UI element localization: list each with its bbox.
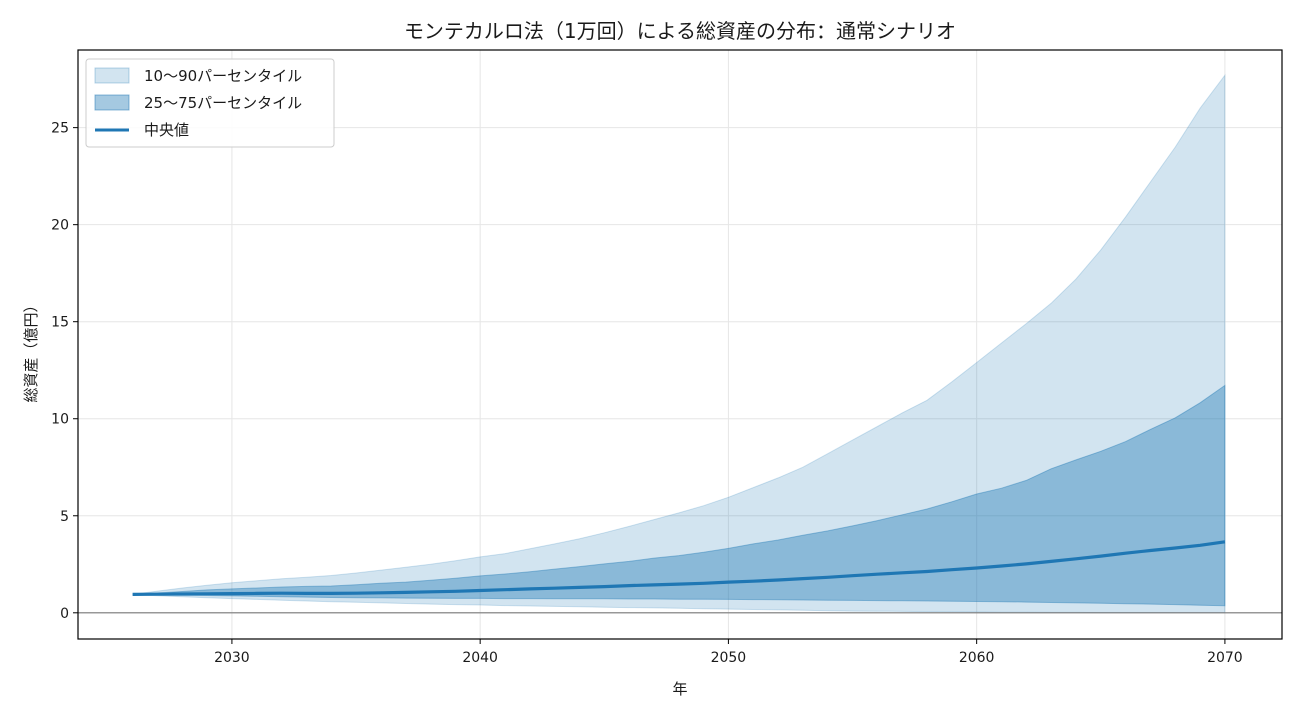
legend-box (85, 58, 335, 148)
x-tick-label-2070: 2070 (1207, 650, 1243, 666)
legend-swatch-band-10-90 (94, 67, 130, 84)
x-tick-label-2060: 2060 (959, 650, 995, 666)
y-tick-label-25: 25 (51, 121, 69, 137)
legend: 10〜90パーセンタイル 25〜75パーセンタイル 中央値 (85, 58, 335, 148)
plot-frame (77, 49, 1283, 640)
y-tick-label-10: 10 (51, 412, 69, 428)
band-area-0 (132, 73, 1226, 614)
band-area-1 (132, 384, 1226, 607)
y-axis-label: 総資産（億円） (22, 297, 40, 402)
legend-label-median: 中央値 (144, 121, 189, 139)
chart-title: モンテカルロ法（1万回）による総資産の分布：通常シナリオ (404, 19, 956, 43)
x-axis-label: 年 (672, 680, 687, 698)
y-tick-label-5: 5 (60, 509, 69, 525)
x-tick-label-2050: 2050 (711, 650, 747, 666)
legend-swatch-band-25-75 (94, 94, 130, 111)
line-layer (132, 540, 1226, 596)
legend-label-band-25-75: 25〜75パーセンタイル (144, 94, 302, 112)
band-layer (132, 73, 1226, 614)
median-line (132, 540, 1226, 596)
tick-layer: 2030 2040 2050 2060 2070 0 5 10 15 20 25 (51, 121, 1243, 666)
x-tick-label-2030: 2030 (214, 650, 250, 666)
x-tick-label-2040: 2040 (462, 650, 498, 666)
y-tick-label-20: 20 (51, 218, 69, 234)
y-tick-label-15: 15 (51, 315, 69, 331)
legend-label-band-10-90: 10〜90パーセンタイル (144, 67, 302, 85)
y-tick-label-0: 0 (60, 606, 69, 622)
